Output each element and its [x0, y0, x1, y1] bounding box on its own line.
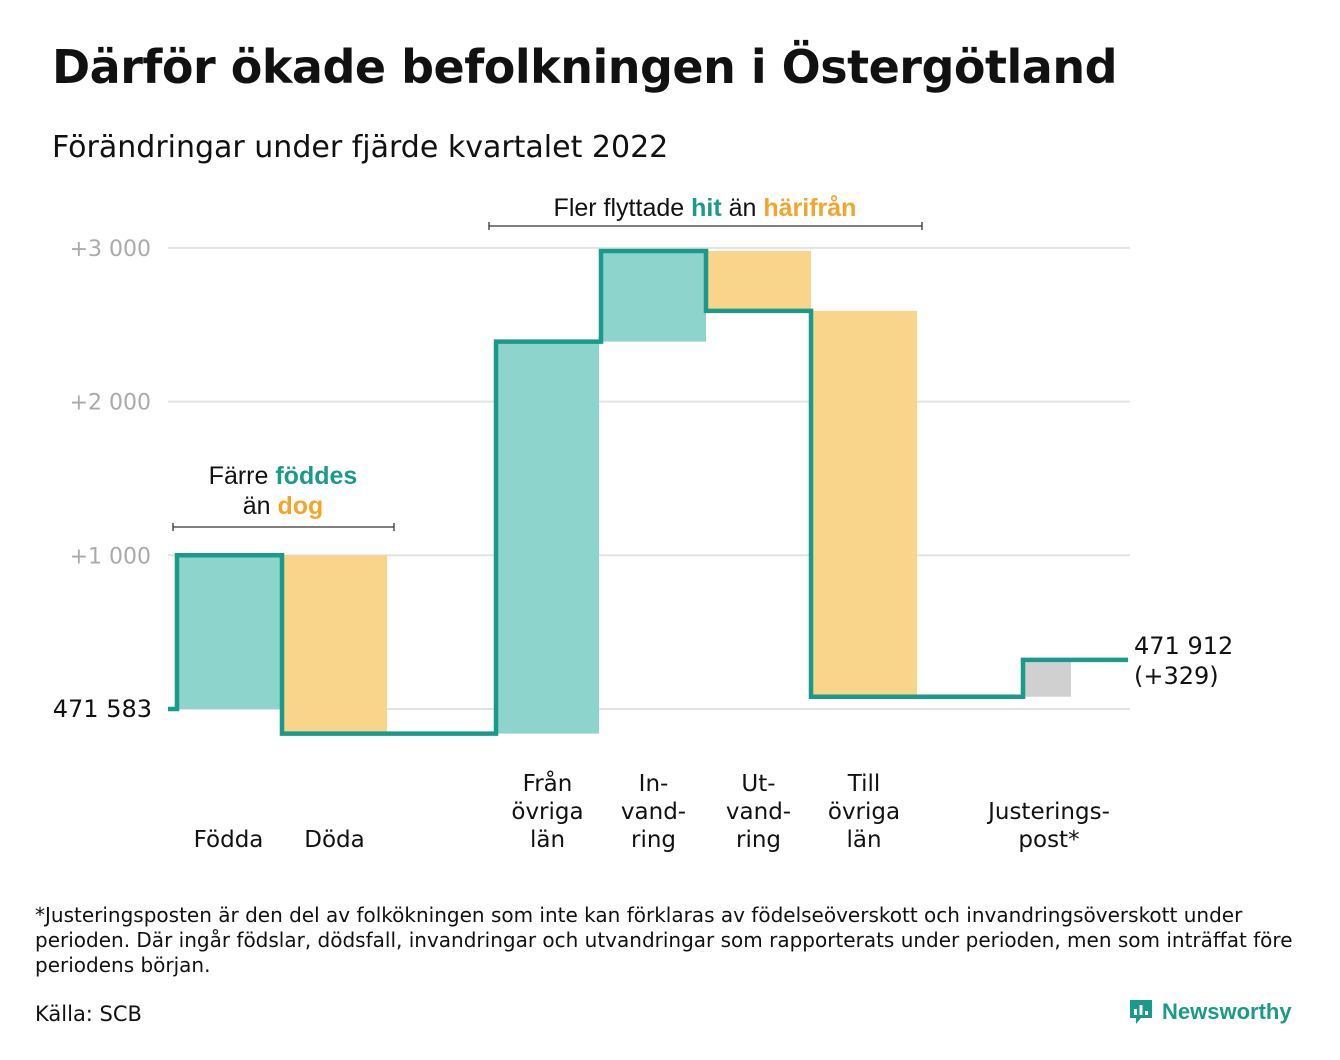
category-label: vand- [621, 799, 686, 825]
annotation-migration-part: Fler flyttade [554, 194, 692, 222]
cumulative-step-line [168, 248, 1128, 736]
newsworthy-logo-icon [1130, 1000, 1152, 1024]
y-tick-label: +3 000 [70, 237, 151, 262]
y-tick-label: +2 000 [70, 391, 151, 416]
annotation-births-deaths-line2: än dog [243, 492, 324, 520]
y-tick-label: +1 000 [70, 544, 151, 569]
chart-subtitle: Förändringar under fjärde kvartalet 2022 [52, 130, 669, 165]
footnote: *Justeringsposten är den del av folkökni… [35, 903, 1293, 977]
annotation-births-deaths-line2-part: än [243, 492, 278, 520]
category-label: Till [847, 771, 881, 797]
annotation-bracket [172, 523, 395, 531]
category-label: övriga [828, 799, 900, 825]
category-label: län [530, 827, 565, 853]
bar [706, 250, 811, 311]
category-label: post* [1018, 827, 1079, 853]
annotation-bracket [488, 222, 923, 230]
annotation-migration-part: hit [691, 194, 722, 222]
category-label: Döda [304, 827, 364, 853]
annotation-migration-part: härifrån [763, 194, 856, 222]
category-label: vand- [726, 799, 791, 825]
category-label: övriga [511, 799, 583, 825]
annotation-migration: Fler flyttade hit än härifrån [554, 194, 857, 222]
end-value-label: 471 912 [1134, 632, 1233, 660]
bar [177, 555, 280, 709]
chart-title: Därför ökade befolkningen i Östergötland [52, 40, 1118, 94]
brand-name: Newsworthy [1162, 999, 1292, 1024]
category-label: ring [736, 827, 781, 853]
annotation-migration-part: än [722, 194, 764, 222]
bar [811, 310, 917, 697]
bar [1023, 659, 1071, 697]
category-label: Justerings- [986, 799, 1110, 825]
annotation-births-deaths-part: Färre [209, 462, 276, 490]
bar [496, 341, 599, 734]
category-label: ring [631, 827, 676, 853]
category-label: Från [523, 769, 573, 797]
category-label: Ut- [741, 771, 775, 797]
source-label: Källa: SCB [35, 1002, 142, 1026]
category-label: Födda [194, 827, 264, 853]
waterfall-chart: +1 000 +2 000 +3 000 471 583 471 912(+329) Fö… [53, 194, 1234, 853]
annotation-births-deaths-part: föddes [275, 462, 357, 490]
category-label: län [846, 827, 881, 853]
bar [282, 555, 387, 734]
end-value-label: (+329) [1134, 662, 1219, 690]
bar [601, 250, 706, 342]
category-label: In- [639, 771, 669, 797]
annotation-births-deaths: Färre föddes [209, 462, 358, 490]
newsworthy-logo: Newsworthy [1128, 998, 1292, 1026]
start-value-label: 471 583 [53, 695, 152, 723]
annotation-births-deaths-line2-part: dog [277, 492, 323, 520]
